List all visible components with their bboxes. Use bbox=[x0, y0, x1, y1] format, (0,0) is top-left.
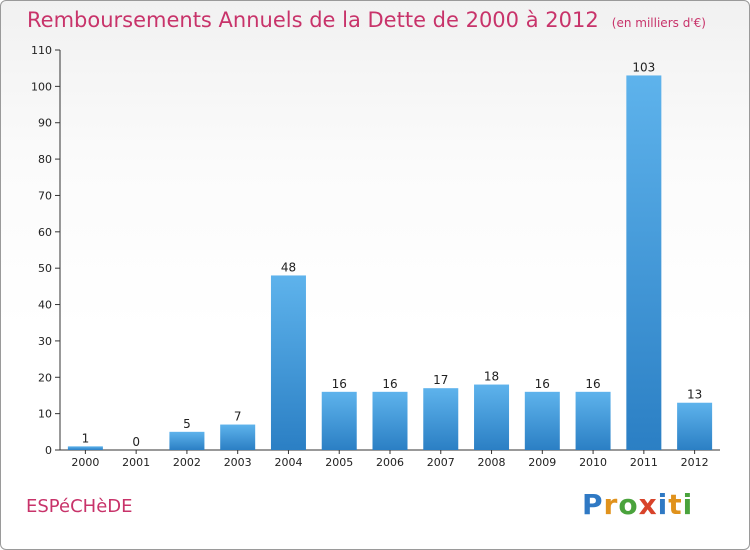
bar-2007 bbox=[423, 388, 459, 450]
data-label-2001: 0 bbox=[132, 435, 140, 449]
y-tick-label: 90 bbox=[38, 117, 52, 130]
y-tick-label: 70 bbox=[38, 189, 52, 202]
x-tick-label: 2008 bbox=[478, 456, 506, 469]
y-tick-label: 30 bbox=[38, 335, 52, 348]
proxiti-logo: Proxiti bbox=[582, 488, 694, 521]
y-tick-label: 10 bbox=[38, 408, 52, 421]
chart-title-text: Remboursements Annuels de la Dette de 20… bbox=[27, 8, 599, 32]
x-tick-label: 2012 bbox=[681, 456, 709, 469]
data-label-2004: 48 bbox=[281, 260, 296, 274]
data-label-2003: 7 bbox=[234, 410, 242, 424]
bar-2003 bbox=[220, 424, 256, 450]
bar-2000 bbox=[67, 446, 103, 450]
bar-2011 bbox=[626, 75, 662, 451]
data-label-2002: 5 bbox=[183, 417, 191, 431]
data-label-2012: 13 bbox=[687, 388, 702, 402]
data-label-2007: 17 bbox=[433, 373, 448, 387]
bar-2002 bbox=[169, 431, 205, 450]
y-tick-label: 0 bbox=[45, 444, 52, 457]
x-tick-label: 2002 bbox=[173, 456, 201, 469]
data-label-2008: 18 bbox=[484, 370, 499, 384]
bar-2004 bbox=[270, 275, 306, 450]
data-label-2011: 103 bbox=[632, 60, 655, 74]
bar-2005 bbox=[321, 391, 357, 450]
data-label-2006: 16 bbox=[382, 377, 397, 391]
x-tick-label: 2007 bbox=[427, 456, 455, 469]
bar-2006 bbox=[372, 391, 408, 450]
data-label-2000: 1 bbox=[82, 431, 90, 445]
x-tick-label: 2011 bbox=[630, 456, 658, 469]
y-tick-label: 20 bbox=[38, 371, 52, 384]
x-tick-label: 2009 bbox=[528, 456, 556, 469]
y-tick-label: 60 bbox=[38, 226, 52, 239]
chart-title: Remboursements Annuels de la Dette de 20… bbox=[27, 8, 706, 32]
y-tick-label: 40 bbox=[38, 299, 52, 312]
bar-2012 bbox=[677, 402, 713, 450]
commune-name: ESPéCHèDE bbox=[26, 496, 133, 517]
y-tick-label: 110 bbox=[31, 44, 52, 57]
x-tick-label: 2003 bbox=[224, 456, 252, 469]
data-label-2009: 16 bbox=[535, 377, 550, 391]
x-tick-label: 2000 bbox=[71, 456, 99, 469]
y-tick-label: 80 bbox=[38, 153, 52, 166]
data-label-2010: 16 bbox=[585, 377, 600, 391]
bar-2010 bbox=[575, 391, 611, 450]
x-tick-label: 2004 bbox=[274, 456, 302, 469]
x-tick-label: 2001 bbox=[122, 456, 150, 469]
x-tick-label: 2006 bbox=[376, 456, 404, 469]
y-tick-label: 50 bbox=[38, 262, 52, 275]
data-label-2005: 16 bbox=[332, 377, 347, 391]
bar-2009 bbox=[524, 391, 560, 450]
bar-2008 bbox=[474, 384, 510, 450]
x-tick-label: 2010 bbox=[579, 456, 607, 469]
y-tick-label: 100 bbox=[31, 80, 52, 93]
x-tick-label: 2005 bbox=[325, 456, 353, 469]
chart-unit: (en milliers d'€) bbox=[611, 16, 706, 30]
